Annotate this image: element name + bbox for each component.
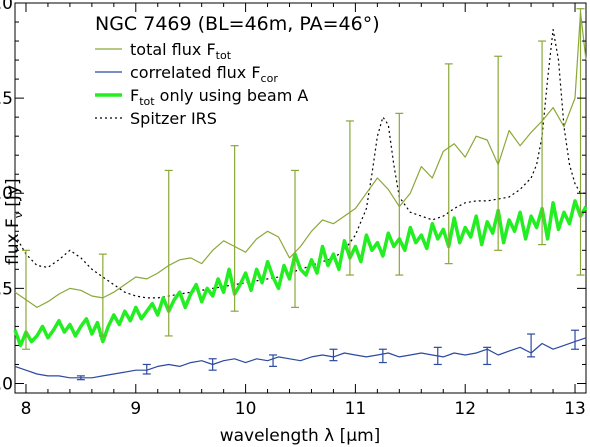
errorbar-correlated-flux-f <box>269 354 278 367</box>
errorbar-correlated-flux-f <box>527 333 536 358</box>
y-axis-label-main: flux F <box>3 218 23 265</box>
series-line-f-only-using-beam-a <box>13 199 588 348</box>
errorbar-layer <box>21 8 585 381</box>
errorbar-total-flux-f <box>538 40 547 246</box>
errorbar-total-flux-f <box>98 253 107 337</box>
x-axis-label: wavelength λ [μm] <box>220 426 381 446</box>
legend-name-total-flux: total flux F <box>130 40 216 59</box>
legend-name-correlated-flux: correlated flux F <box>130 63 261 82</box>
errorbar-correlated-flux-f <box>208 358 217 371</box>
errorbar-total-flux-f <box>576 8 585 276</box>
errorbar-correlated-flux-f <box>142 363 151 375</box>
legend-suffix-beam-a: only using beam A <box>155 86 309 105</box>
legend: total flux Ftot correlated flux Fcor Fto… <box>95 40 308 128</box>
x-tick-label: 12 <box>454 399 476 419</box>
errorbar-correlated-flux-f <box>571 329 580 350</box>
legend-sub-correlated-flux: cor <box>261 72 279 85</box>
errorbar-total-flux-f <box>444 63 453 265</box>
legend-sub-beam-a: tot <box>139 95 155 108</box>
errorbar-correlated-flux-f <box>329 348 338 362</box>
y-tick-label: 0.5 <box>0 279 13 299</box>
legend-sub-total-flux: tot <box>216 49 232 62</box>
errorbar-total-flux-f <box>395 112 404 276</box>
y-tick-label: 2.0 <box>0 0 13 14</box>
x-tick-label: 13 <box>564 399 586 419</box>
y-axis-label-unit: [Jy] <box>3 178 23 212</box>
x-tick-label: 11 <box>345 399 367 419</box>
y-tick-label: 1.5 <box>0 89 13 109</box>
errorbar-total-flux-f <box>230 145 239 312</box>
plot-frame <box>14 2 587 394</box>
x-tick-label: 10 <box>235 399 257 419</box>
errorbar-correlated-flux-f <box>378 348 387 364</box>
series-line-correlated-flux-f <box>14 337 587 379</box>
series-layer <box>13 11 588 379</box>
tick-layer: 8 9 10 11 12 13 0.0 0.5 1.0 1.5 2.0 <box>0 0 586 419</box>
series-line-spitzer-irs <box>14 29 586 299</box>
legend-label-spitzer: Spitzer IRS <box>130 109 217 128</box>
errorbar-total-flux-f <box>345 120 354 276</box>
x-tick-label: 8 <box>21 399 32 419</box>
legend-label-beam-a: Ftot only using beam A <box>130 86 308 108</box>
errorbar-correlated-flux-f <box>483 346 492 366</box>
y-tick-label: 1.0 <box>0 184 13 204</box>
legend-label-correlated-flux: correlated flux Fcor <box>130 63 278 85</box>
errorbar-correlated-flux-f <box>76 375 85 381</box>
errorbar-total-flux-f <box>291 169 300 308</box>
y-axis-label: flux Fν [Jy] <box>3 178 25 265</box>
chart-title: NGC 7469 (BL=46m, PA=46°) <box>95 13 380 35</box>
y-axis-label-sub: ν <box>12 212 25 218</box>
legend-name-beam-a: F <box>130 86 139 105</box>
errorbar-total-flux-f <box>21 249 30 350</box>
x-tick-label: 9 <box>130 399 141 419</box>
series-line-total-flux-f <box>14 11 587 308</box>
errorbar-total-flux-f <box>164 169 173 337</box>
errorbar-total-flux-f <box>494 55 503 251</box>
y-tick-label: 0.0 <box>0 374 13 394</box>
errorbar-correlated-flux-f <box>433 346 442 366</box>
legend-label-total-flux: total flux Ftot <box>130 40 232 62</box>
